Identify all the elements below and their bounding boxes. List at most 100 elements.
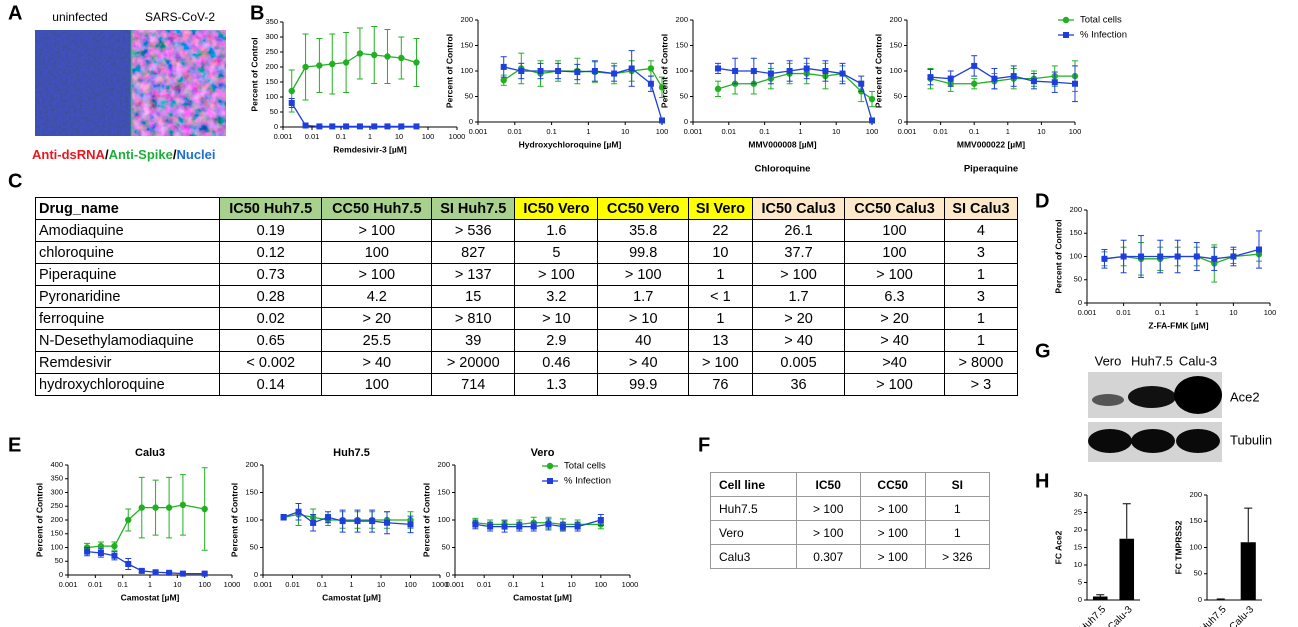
x-tick-label: 0.001	[684, 127, 703, 136]
y-tick-label: 100	[889, 66, 902, 75]
header-cell: Cell line	[711, 473, 797, 497]
x-tick-label: 100	[422, 132, 435, 141]
y-axis-label: Percent of Control	[421, 483, 431, 557]
x-tick-label: 0.1	[759, 127, 769, 136]
marker	[1175, 254, 1181, 260]
table-cell: 0.19	[220, 220, 322, 242]
y-tick-label: 350	[265, 17, 278, 26]
table-cell: 4.2	[322, 286, 432, 308]
marker	[384, 123, 390, 129]
y-tick-label: 20	[1074, 525, 1082, 534]
marker	[840, 71, 846, 77]
marker	[371, 123, 377, 129]
chart-subtitle: Chloroquine	[755, 164, 811, 175]
y-tick-label: 250	[50, 501, 63, 510]
marker	[303, 123, 309, 129]
y-tick-label: 150	[1189, 516, 1202, 525]
x-tick-label: 0.01	[721, 127, 736, 136]
fit-line	[475, 523, 600, 525]
marker	[869, 117, 875, 123]
table-cell: > 40	[752, 330, 844, 352]
table-cell: Piperaquine	[36, 264, 220, 286]
marker	[629, 65, 635, 71]
table-cell: 1	[925, 521, 989, 545]
table-cell: > 100	[860, 497, 925, 521]
table-cell: 0.73	[220, 264, 322, 286]
y-axis-label: Percent of Control	[249, 37, 259, 111]
x-axis-label: Remdesivir-3 [µM]	[333, 144, 407, 154]
y-tick-label: 200	[1189, 490, 1202, 499]
marker	[343, 59, 349, 65]
table-cell: > 100	[845, 374, 945, 396]
table-cell: 714	[432, 374, 515, 396]
marker	[289, 100, 295, 106]
marker	[804, 65, 810, 71]
x-tick-label: 10	[1229, 308, 1237, 317]
x-tick-label: 0.01	[305, 132, 320, 141]
x-tick-label: 1	[349, 580, 353, 589]
marker	[1101, 256, 1107, 262]
table-cell: N-Desethylamodiaquine	[36, 330, 220, 352]
table-cell: > 100	[322, 220, 432, 242]
table-cell: > 20	[845, 308, 945, 330]
panel-label: G	[1035, 340, 1051, 362]
x-tick-label: 0.001	[59, 580, 78, 589]
x-tick-label: 100	[198, 580, 211, 589]
table-cell: 2.9	[515, 330, 598, 352]
marker	[125, 517, 131, 523]
marker	[1031, 78, 1037, 84]
marker	[948, 76, 954, 82]
fit-line	[284, 512, 411, 525]
marker	[531, 524, 537, 530]
marker	[648, 65, 654, 71]
table-cell: 6.3	[845, 286, 945, 308]
marker	[180, 571, 186, 577]
y-axis-label: Percent of Control	[34, 483, 44, 557]
marker	[971, 81, 977, 87]
y-axis-label: Percent of Control	[659, 34, 669, 108]
table-cell: 827	[432, 242, 515, 264]
header-cell: CC50 Vero	[598, 198, 689, 220]
x-tick-label: 10	[1037, 127, 1045, 136]
x-tick-label: 0.1	[546, 127, 556, 136]
marker	[472, 521, 478, 527]
marker	[1121, 254, 1127, 260]
marker	[822, 68, 828, 74]
table-cell: 39	[432, 330, 515, 352]
y-axis-label: Percent of Control	[1053, 219, 1063, 293]
x-tick-label: 0.1	[117, 580, 127, 589]
table-cell: Calu3	[711, 545, 797, 569]
marker	[592, 68, 598, 74]
y-tick-label: 0	[1198, 595, 1202, 604]
chart-title: Calu3	[135, 447, 165, 459]
y-tick-label: 150	[245, 487, 258, 496]
marker	[545, 521, 551, 527]
table-row: Piperaquine0.73> 100> 137> 100> 1001> 10…	[36, 264, 1018, 286]
x-tick-label: 1000	[622, 580, 639, 589]
y-tick-label: 150	[675, 40, 688, 49]
table-cell: chloroquine	[36, 242, 220, 264]
marker	[180, 502, 186, 508]
table-cell: Amodiaquine	[36, 220, 220, 242]
y-tick-label: 5	[1078, 577, 1082, 586]
table-cell: > 10	[515, 308, 598, 330]
marker	[316, 62, 322, 68]
y-tick-label: 150	[889, 40, 902, 49]
y-tick-label: 100	[50, 542, 63, 551]
y-tick-label: 0	[446, 570, 450, 579]
y-tick-label: 0	[254, 570, 258, 579]
x-tick-label: 0.001	[469, 127, 488, 136]
marker	[538, 68, 544, 74]
table-row: ferroquine0.02> 20> 810> 10> 101> 20> 20…	[36, 308, 1018, 330]
table-cell: 22	[688, 220, 752, 242]
table-cell: 1.6	[515, 220, 598, 242]
marker	[340, 518, 346, 524]
marker	[560, 524, 566, 530]
x-tick-label: 100	[656, 127, 669, 136]
table-cell: 99.9	[598, 374, 689, 396]
marker	[201, 506, 207, 512]
table-cell: 4	[944, 220, 1017, 242]
table-cell: > 40	[322, 352, 432, 374]
x-tick-label: 0.1	[969, 127, 979, 136]
